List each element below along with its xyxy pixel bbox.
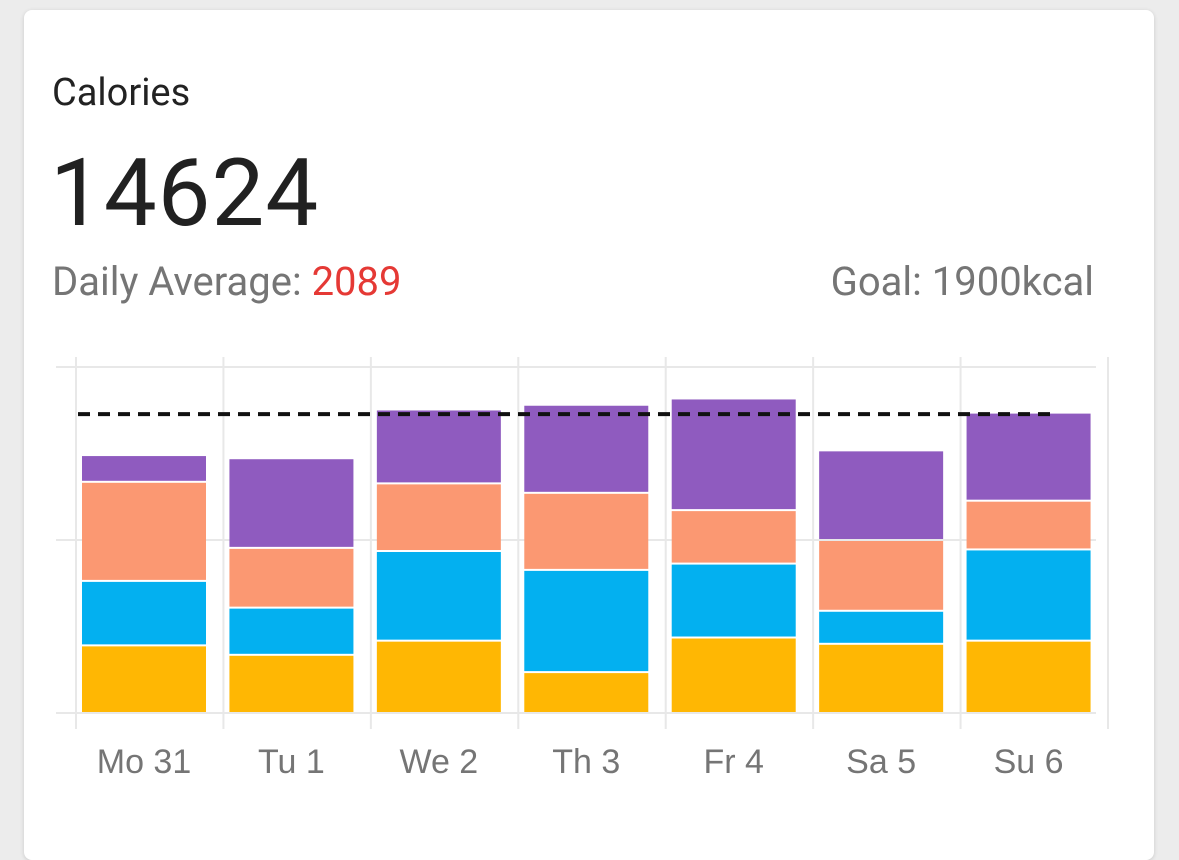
- daily-average: Daily Average: 2089: [52, 262, 402, 302]
- bar-segment-3-su-6: [966, 501, 1091, 549]
- x-tick-label: Su 6: [994, 743, 1064, 781]
- calories-card: Calories 14624 Daily Average: 2089 Goal:…: [24, 10, 1154, 860]
- bar-segment-2-mo-31: [82, 581, 206, 645]
- calories-stacked-bar-chart: Mo 31 Tu 1 We 2 Th 3 Fr 4 Sa 5 Su 6: [56, 357, 1109, 781]
- x-tick-label: Fr 4: [703, 743, 763, 781]
- bar-segment-4-th-3: [524, 405, 649, 492]
- bar-segment-1-fr-4: [671, 638, 796, 712]
- bar-segment-2-fr-4: [671, 564, 796, 637]
- bar-segment-3-we-2: [376, 484, 501, 551]
- bar-segment-1-tu-1: [229, 655, 354, 712]
- bar-segment-2-sa-5: [819, 611, 944, 643]
- bar-segment-3-sa-5: [819, 541, 944, 610]
- x-tick-label: Mo 31: [97, 743, 192, 781]
- bar-segment-3-th-3: [524, 493, 649, 569]
- bar-segment-1-th-3: [524, 673, 649, 712]
- bar-segment-4-we-2: [376, 410, 501, 483]
- bar-segment-2-su-6: [966, 550, 1091, 640]
- bar-segment-4-mo-31: [82, 456, 206, 481]
- bar-segment-1-sa-5: [819, 644, 944, 712]
- bar-segment-3-mo-31: [82, 482, 206, 580]
- bar-segment-4-sa-5: [819, 451, 944, 539]
- daily-average-label: Daily Average:: [52, 258, 312, 305]
- card-title: Calories: [52, 71, 191, 115]
- x-tick-label: Th 3: [552, 743, 620, 781]
- bar-segment-1-su-6: [966, 641, 1091, 712]
- bar-segment-3-tu-1: [229, 548, 354, 607]
- x-tick-label: Sa 5: [846, 743, 916, 781]
- bar-segment-1-we-2: [376, 641, 501, 712]
- bar-segment-2-th-3: [524, 570, 649, 672]
- bar-segment-4-tu-1: [229, 459, 354, 547]
- bar-segment-1-mo-31: [82, 646, 206, 712]
- goal-label: Goal: 1900kcal: [830, 258, 1094, 305]
- bar-segment-3-fr-4: [671, 511, 796, 563]
- bar-segment-4-su-6: [966, 413, 1091, 500]
- bar-segment-2-tu-1: [229, 608, 354, 654]
- x-tick-label: Tu 1: [258, 743, 325, 781]
- daily-average-value: 2089: [311, 258, 402, 305]
- x-tick-label: We 2: [399, 743, 478, 781]
- bar-segment-4-fr-4: [671, 399, 796, 510]
- bar-segment-2-we-2: [376, 552, 501, 640]
- total-calories: 14624: [50, 138, 320, 248]
